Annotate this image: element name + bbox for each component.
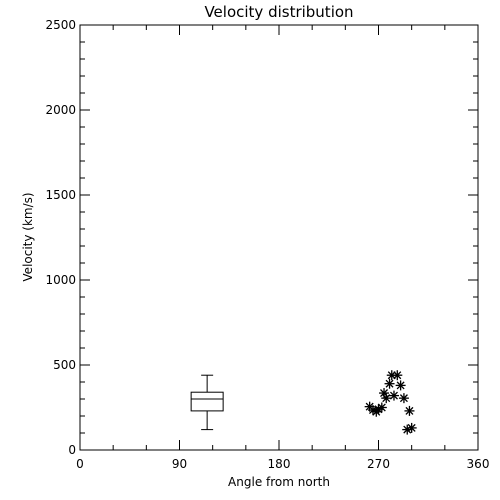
x-tick-label: 270 xyxy=(367,457,390,471)
data-point xyxy=(404,405,415,416)
scatter-points xyxy=(364,370,417,435)
y-tick-label: 1500 xyxy=(45,188,76,202)
x-axis: 0 90 180 270 360 xyxy=(76,25,489,471)
chart-title: Velocity distribution xyxy=(204,3,353,21)
data-point xyxy=(376,402,387,413)
data-point xyxy=(381,393,392,404)
y-tick-label: 2500 xyxy=(45,18,76,32)
x-tick-label: 360 xyxy=(467,457,490,471)
x-tick-label: 0 xyxy=(76,457,84,471)
box-iqr xyxy=(190,391,224,412)
box-plot xyxy=(190,374,224,431)
data-point xyxy=(406,422,417,433)
y-tick-label: 1000 xyxy=(45,273,76,287)
plot-frame xyxy=(79,24,479,451)
y-tick-label: 0 xyxy=(68,443,76,457)
data-point xyxy=(392,370,403,381)
y-axis: 0 500 1000 1500 2000 2500 xyxy=(45,18,478,457)
x-tick-label: 90 xyxy=(172,457,187,471)
y-tick-label: 2000 xyxy=(45,103,76,117)
y-tick-label: 500 xyxy=(53,358,76,372)
y-axis-label: Velocity (km/s) xyxy=(21,192,35,281)
data-point xyxy=(398,393,409,404)
data-point xyxy=(395,380,406,391)
x-tick-label: 180 xyxy=(268,457,291,471)
data-point xyxy=(388,390,399,401)
data-point xyxy=(402,424,413,435)
data-point xyxy=(384,378,395,389)
x-axis-label: Angle from north xyxy=(228,475,330,489)
